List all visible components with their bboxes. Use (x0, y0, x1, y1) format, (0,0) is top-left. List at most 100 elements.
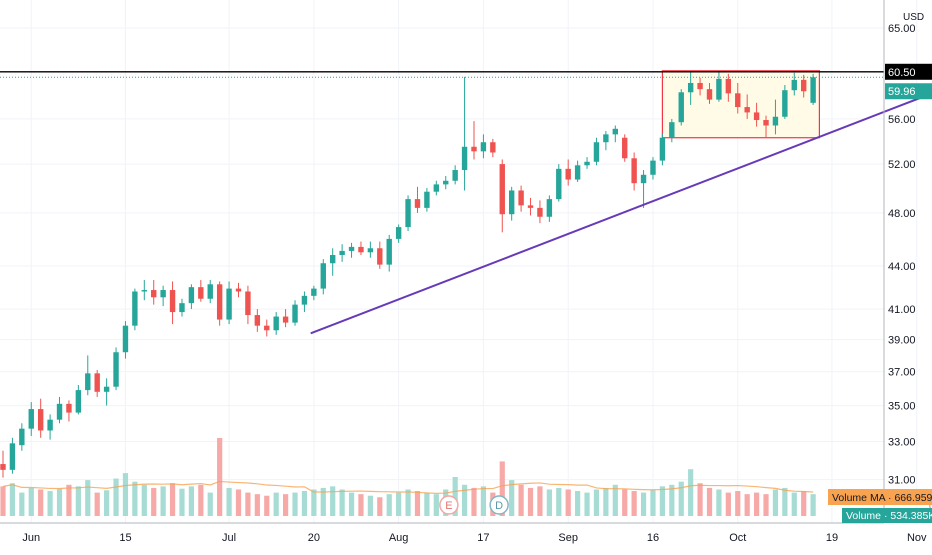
volume-bar (791, 492, 797, 516)
volume-bar (113, 478, 119, 516)
candle-body (763, 120, 769, 126)
volume-bar (122, 473, 129, 516)
volume-bar (480, 486, 487, 516)
volume-bar (264, 495, 270, 516)
candle-body (94, 373, 100, 392)
candle (188, 284, 195, 310)
candle (443, 175, 449, 190)
candle-body (113, 352, 119, 387)
candle-body (122, 325, 129, 353)
candle (273, 312, 279, 335)
volume-bar (735, 491, 741, 516)
volume-bar (688, 469, 694, 516)
volume-bar (461, 484, 468, 516)
volume-bar (763, 494, 769, 516)
volume-bar (565, 489, 571, 516)
candle-body (433, 184, 440, 192)
time-tick-label: Jun (22, 532, 40, 544)
volume-bars (0, 438, 816, 516)
volume-bar (697, 483, 703, 516)
candle-body (603, 134, 609, 143)
candle-body (640, 174, 647, 184)
candle-body (330, 255, 336, 264)
candle (678, 89, 684, 126)
candle (669, 118, 675, 143)
candle (650, 157, 656, 180)
candle (37, 398, 44, 438)
volume-bar (28, 487, 34, 516)
candle-body (744, 107, 750, 113)
event-marker[interactable]: E (439, 495, 459, 515)
time-axis[interactable]: Jun15Jul20Aug17Sep16Oct19Nov16 (0, 522, 932, 544)
candle-body (37, 409, 44, 431)
candle (603, 131, 609, 151)
price-tick-label: 56.00 (888, 114, 916, 126)
candle (132, 288, 138, 331)
volume-bar (405, 489, 411, 516)
volume-bar (433, 494, 439, 516)
candle-body (574, 165, 581, 180)
candle (612, 125, 618, 143)
time-tick-label: Sep (558, 532, 578, 544)
candle-body (414, 199, 421, 208)
volume-bar (245, 492, 251, 516)
axis-labels: 60.50 59.96 Volume MA · 666.959K Volume · 5… (828, 63, 932, 523)
price-tick-label: 39.00 (888, 335, 916, 347)
volume-bar (292, 492, 298, 516)
candle (810, 73, 816, 105)
volume-bar (782, 487, 788, 516)
candle (490, 138, 496, 158)
candle (28, 402, 34, 436)
candle-body (631, 158, 637, 184)
event-marker-circle (439, 495, 459, 515)
time-tick-label: 20 (308, 532, 320, 544)
candle (19, 423, 25, 451)
candle (386, 234, 392, 272)
candle-body (471, 146, 477, 152)
volume-bar (556, 487, 562, 516)
candle-body (28, 409, 34, 429)
resistance-tag-bg (885, 63, 932, 80)
candle (508, 186, 515, 221)
volume-bar (226, 487, 232, 516)
event-marker-label: E (445, 500, 452, 512)
event-markers[interactable]: EDE (439, 495, 932, 515)
price-axis[interactable]: 31.00 33.00 35.00 37.00 39.00 41.00 44.00 48.00… (883, 0, 924, 523)
candle (245, 285, 251, 325)
volume-bar (386, 494, 392, 516)
price-tick-label: 48.00 (888, 208, 916, 220)
candle-body (753, 112, 760, 121)
volume-bar (0, 486, 6, 516)
volume-bar (358, 494, 364, 516)
candle-body (716, 78, 722, 100)
candle (9, 437, 16, 474)
candle (622, 134, 628, 162)
volume-bar (754, 492, 760, 516)
candle-body (593, 142, 600, 162)
candle (518, 185, 524, 212)
volume-bar (527, 487, 534, 516)
candle (405, 195, 411, 231)
candle-body (216, 284, 223, 320)
candle (424, 188, 430, 212)
candle (659, 133, 666, 166)
drawings[interactable] (0, 71, 932, 335)
volume-bar (330, 486, 336, 516)
candle (264, 319, 270, 337)
volume-bar (509, 480, 515, 516)
volume-bar (56, 488, 63, 516)
candle (122, 321, 129, 359)
time-tick-label: 16 (647, 532, 659, 544)
candle-body (697, 82, 703, 90)
candle-body (424, 191, 430, 208)
candle (216, 281, 223, 326)
ascending-trendline[interactable] (310, 74, 932, 335)
price-tick-label: 31.00 (888, 475, 916, 487)
candle (546, 195, 553, 222)
event-marker[interactable]: D (489, 495, 509, 515)
candle-body (772, 116, 779, 126)
candle-body (810, 77, 816, 103)
volume-bar (348, 492, 355, 516)
